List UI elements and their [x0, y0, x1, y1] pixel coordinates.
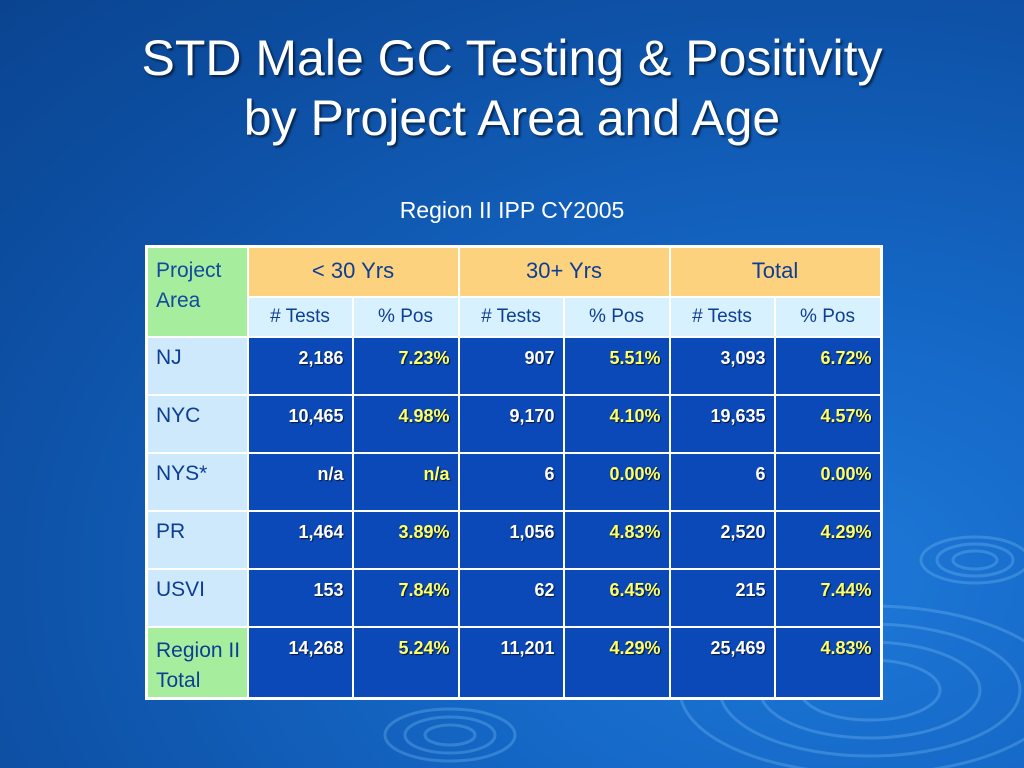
test-count-cell: 153 [246, 567, 354, 628]
percent-positive-cell: 4.29% [773, 509, 882, 570]
table-row: NJ 2,186 7.23% 907 5.51% 3,093 6.72% [145, 335, 882, 396]
percent-positive-cell: 7.44% [773, 567, 882, 628]
slide-subtitle: Region II IPP CY2005 [399, 197, 625, 223]
sub-header-tests: # Tests [457, 295, 565, 338]
percent-positive-cell: 4.98% [351, 393, 460, 454]
project-area-label: PR [145, 509, 249, 570]
test-count-cell: 10,465 [246, 393, 354, 454]
percent-positive-cell: 4.10% [562, 393, 671, 454]
table-row: Region II Total 14,268 5.24% 11,201 4.29% 25,… [145, 625, 882, 700]
table-row: USVI 153 7.84% 62 6.45% 215 7.44% [145, 567, 882, 628]
project-area-label: USVI [145, 567, 249, 628]
sub-header-pos: % Pos [773, 295, 882, 338]
test-count-cell: 2,186 [246, 335, 354, 396]
title-line-2: by Project Area and Age [243, 90, 781, 146]
slide-title: STD Male GC Testing & Positivity by Proj… [0, 28, 1024, 148]
test-count-cell: 25,469 [668, 625, 776, 700]
test-count-cell: 6 [668, 451, 776, 512]
title-line-1: STD Male GC Testing & Positivity [141, 30, 883, 86]
sub-header-pos: % Pos [562, 295, 671, 338]
test-count-cell: 1,056 [457, 509, 565, 570]
project-area-label: NJ [145, 335, 249, 396]
percent-positive-cell: 7.84% [351, 567, 460, 628]
table-row: PR 1,464 3.89% 1,056 4.83% 2,520 4.29% [145, 509, 882, 570]
percent-positive-cell: 0.00% [773, 451, 882, 512]
percent-positive-cell: 7.23% [351, 335, 460, 396]
group-header-total: Total [668, 245, 882, 298]
test-count-cell: 1,464 [246, 509, 354, 570]
test-count-cell: 11,201 [457, 625, 565, 700]
percent-positive-cell: 6.72% [773, 335, 882, 396]
project-area-label: Region II Total [145, 625, 249, 700]
test-count-cell: 62 [457, 567, 565, 628]
test-count-cell: 2,520 [668, 509, 776, 570]
group-header-30-plus: 30+ Yrs [457, 245, 671, 298]
test-count-cell: 215 [668, 567, 776, 628]
test-count-cell: 907 [457, 335, 565, 396]
percent-positive-cell: 4.83% [773, 625, 882, 700]
sub-header-tests: # Tests [668, 295, 776, 338]
percent-positive-cell: 6.45% [562, 567, 671, 628]
test-count-cell: 14,268 [246, 625, 354, 700]
group-header-row: Project Area < 30 Yrs 30+ Yrs Total [145, 245, 882, 338]
percent-positive-cell: n/a [351, 451, 460, 512]
test-count-cell: n/a [246, 451, 354, 512]
group-header-under-30: < 30 Yrs [246, 245, 460, 298]
percent-positive-cell: 4.57% [773, 393, 882, 454]
gc-testing-table: Project Area < 30 Yrs 30+ Yrs Total # Te… [145, 245, 883, 700]
sub-header-tests: # Tests [246, 295, 354, 338]
table-row: NYS* n/a n/a 6 0.00% 6 0.00% [145, 451, 882, 512]
percent-positive-cell: 4.83% [562, 509, 671, 570]
percent-positive-cell: 5.51% [562, 335, 671, 396]
sub-header-row: # Tests % Pos # Tests % Pos # Tests % Po… [147, 295, 882, 338]
percent-positive-cell: 3.89% [351, 509, 460, 570]
test-count-cell: 6 [457, 451, 565, 512]
percent-positive-cell: 4.29% [562, 625, 671, 700]
project-area-header: Project Area [145, 245, 249, 338]
project-area-label: NYC [145, 393, 249, 454]
sub-header-pos: % Pos [351, 295, 460, 338]
table-row: NYC 10,465 4.98% 9,170 4.10% 19,635 4.57% [145, 393, 882, 454]
percent-positive-cell: 0.00% [562, 451, 671, 512]
test-count-cell: 19,635 [668, 393, 776, 454]
test-count-cell: 3,093 [668, 335, 776, 396]
project-area-label: NYS* [145, 451, 249, 512]
percent-positive-cell: 5.24% [351, 625, 460, 700]
test-count-cell: 9,170 [457, 393, 565, 454]
